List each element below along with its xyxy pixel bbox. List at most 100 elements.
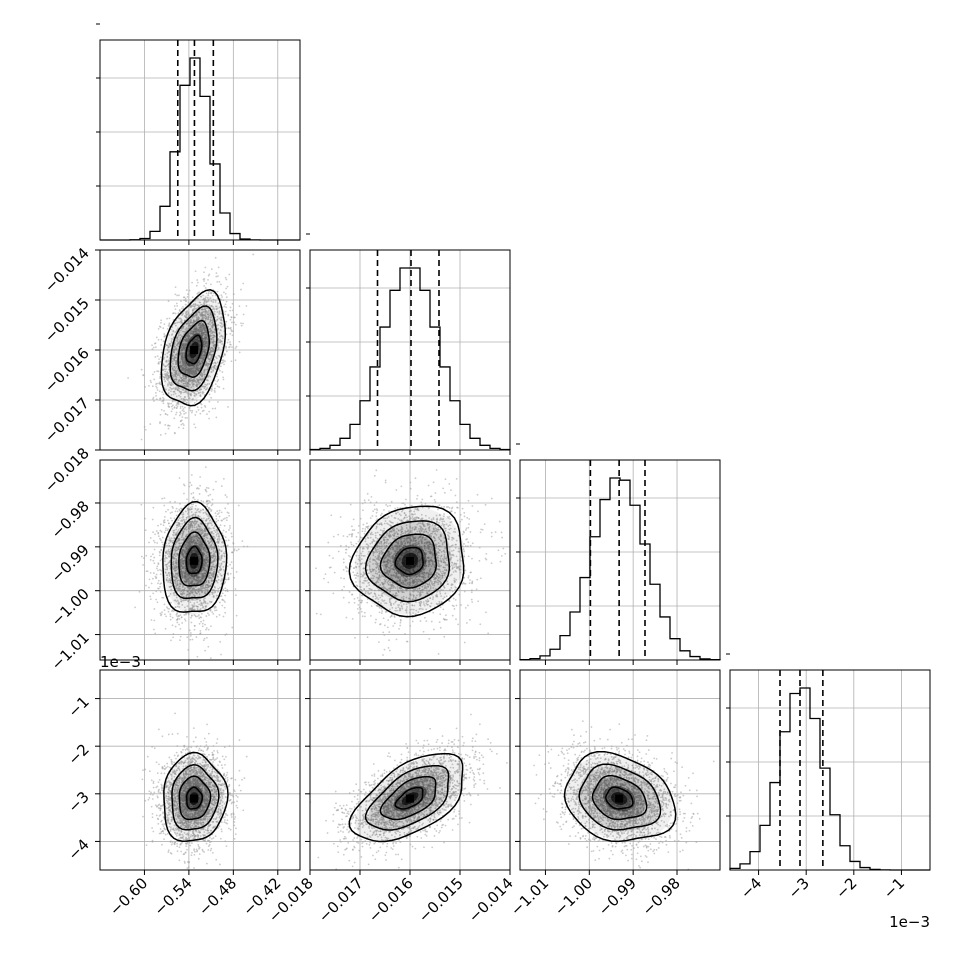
scatter-point bbox=[217, 348, 220, 351]
scatter-point bbox=[208, 400, 211, 403]
scatter-point bbox=[166, 519, 169, 522]
scatter-point bbox=[176, 510, 179, 513]
scatter-point bbox=[179, 372, 182, 375]
scatter-point bbox=[224, 601, 226, 603]
scatter-point bbox=[173, 417, 176, 420]
scatter-point bbox=[154, 632, 157, 635]
scatter-point bbox=[209, 375, 212, 378]
scatter-point bbox=[209, 609, 212, 611]
scatter-point bbox=[218, 563, 220, 565]
scatter-point bbox=[192, 330, 195, 333]
scatter-point bbox=[173, 365, 176, 368]
scatter-point bbox=[217, 512, 220, 514]
scatter-point bbox=[199, 632, 202, 635]
scatter-point bbox=[190, 614, 193, 617]
scatter-point bbox=[215, 517, 218, 520]
scatter-point bbox=[210, 390, 213, 392]
scatter-point bbox=[158, 390, 161, 393]
scatter-point bbox=[195, 410, 198, 413]
histogram-panel bbox=[516, 443, 721, 661]
scatter-point bbox=[162, 393, 165, 396]
scatter-point bbox=[198, 311, 201, 314]
scatter-point bbox=[222, 477, 225, 480]
scatter-point bbox=[208, 593, 211, 596]
scatter-point bbox=[181, 353, 184, 356]
scatter-point bbox=[170, 390, 172, 393]
scatter-point bbox=[156, 565, 159, 568]
scatter-point bbox=[182, 424, 185, 427]
scatter-point bbox=[199, 329, 202, 331]
scatter-point bbox=[231, 567, 233, 570]
scatter-point bbox=[217, 354, 220, 357]
scatter-point bbox=[175, 378, 178, 381]
scatter-point bbox=[242, 322, 244, 325]
histogram-panel bbox=[306, 233, 511, 451]
scatter-point bbox=[200, 499, 203, 502]
scatter-point bbox=[173, 373, 176, 376]
scatter-point bbox=[171, 408, 174, 410]
scatter-point bbox=[206, 413, 208, 416]
scatter-point bbox=[207, 628, 210, 631]
scatter-point bbox=[232, 293, 235, 296]
axes-frame bbox=[729, 669, 931, 871]
scatter-point bbox=[210, 291, 213, 294]
scatter-point bbox=[224, 292, 227, 295]
scatter-point bbox=[163, 378, 166, 381]
scatter-point bbox=[201, 311, 204, 314]
scatter-point bbox=[214, 391, 216, 393]
scatter-point bbox=[196, 362, 199, 365]
scatter-point bbox=[164, 613, 166, 616]
scatter-point bbox=[208, 358, 211, 360]
scatter-point bbox=[173, 431, 176, 434]
scatter-point bbox=[198, 493, 201, 495]
scatter-point bbox=[175, 369, 178, 372]
scatter-point bbox=[161, 400, 163, 403]
scatter-point bbox=[231, 334, 234, 337]
scatter-point bbox=[151, 344, 153, 347]
scatter-point bbox=[195, 636, 198, 638]
scatter-point bbox=[201, 329, 204, 332]
scatter-point bbox=[156, 370, 159, 373]
scatter-point bbox=[171, 511, 173, 514]
scatter-point bbox=[207, 317, 210, 319]
scatter-point bbox=[190, 386, 193, 389]
scatter-point bbox=[166, 553, 169, 555]
contour-line bbox=[160, 289, 227, 407]
scatter-point bbox=[181, 409, 184, 412]
scatter-point bbox=[190, 367, 193, 370]
scatter-point bbox=[210, 357, 213, 360]
scatter-point bbox=[178, 342, 180, 345]
scatter-point bbox=[167, 379, 169, 382]
scatter-point bbox=[186, 370, 189, 372]
scatter-point bbox=[187, 395, 190, 397]
scatter-point bbox=[182, 360, 184, 362]
scatter-point bbox=[172, 362, 174, 365]
density-layer bbox=[134, 466, 249, 659]
scatter-point bbox=[188, 363, 191, 366]
scatter-point bbox=[191, 638, 194, 641]
scatter-point bbox=[182, 367, 185, 370]
scatter-point bbox=[169, 613, 172, 616]
scatter-point bbox=[183, 330, 186, 333]
scatter-point bbox=[218, 311, 221, 314]
scatter-point bbox=[185, 376, 188, 378]
scatter-point bbox=[203, 340, 206, 343]
scatter-point bbox=[224, 303, 227, 306]
scatter-point bbox=[229, 341, 231, 343]
scatter-point bbox=[185, 340, 188, 342]
scatter-point bbox=[208, 360, 211, 363]
scatter-point bbox=[180, 349, 182, 352]
scatter-point bbox=[178, 477, 181, 479]
scatter-point bbox=[230, 321, 233, 324]
scatter-point bbox=[157, 532, 160, 535]
scatter-point bbox=[182, 296, 185, 299]
scatter-point bbox=[167, 610, 170, 613]
scatter-point bbox=[203, 387, 206, 390]
scatter-point bbox=[222, 378, 225, 381]
scatter-point bbox=[182, 391, 185, 394]
scatter-point bbox=[204, 466, 207, 469]
scatter-point bbox=[171, 610, 173, 612]
scatter-point bbox=[225, 347, 227, 349]
scatter-point bbox=[179, 395, 182, 398]
scatter-point bbox=[215, 515, 218, 518]
